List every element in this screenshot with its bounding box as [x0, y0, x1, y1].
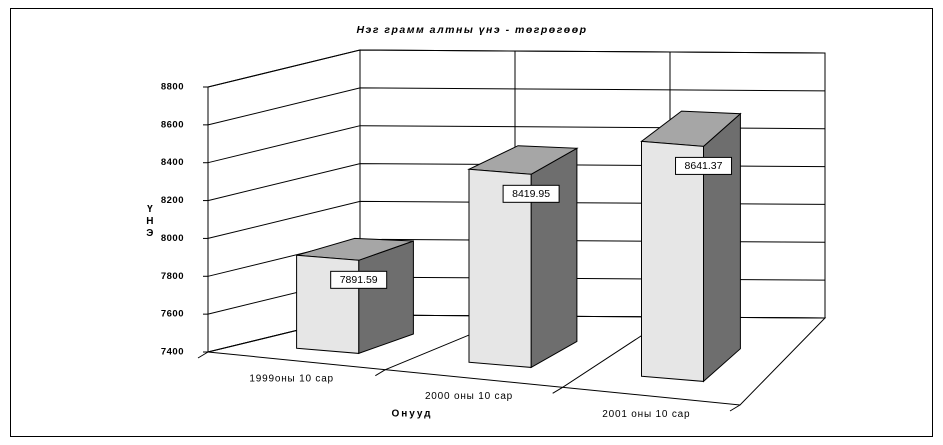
- x-tick: [197, 351, 209, 359]
- y-axis-label: ҮНЭ: [144, 204, 155, 240]
- x-tick: [375, 369, 386, 377]
- value-label: 8641.37: [685, 160, 723, 172]
- bar-front: [641, 140, 704, 382]
- bar-side: [530, 147, 578, 369]
- value-label-box: [502, 184, 560, 203]
- value-label: 8419.95: [512, 188, 550, 200]
- y-tick-label: 8000: [161, 233, 184, 244]
- y-tick-label: 8600: [161, 119, 184, 130]
- value-label: 7891.59: [340, 274, 378, 286]
- y-tick-label: 8800: [161, 82, 184, 93]
- x-tick: [552, 386, 563, 394]
- x-tick: [729, 404, 741, 412]
- bar-side: [703, 112, 741, 383]
- x-tick-label: 1999оны 10 сар: [249, 373, 334, 384]
- grid-line: [207, 49, 826, 88]
- y-tick-label: 7800: [161, 271, 184, 282]
- grid-line: [207, 87, 826, 126]
- y-tick-label: 7400: [161, 347, 184, 358]
- y-tick-label: 8400: [161, 157, 184, 168]
- bar-front: [468, 168, 532, 368]
- value-label-box: [330, 270, 388, 289]
- x-tick-label: 2001 оны 10 сар: [602, 409, 690, 420]
- value-label-box: [675, 156, 733, 175]
- y-tick-label: 8200: [161, 195, 184, 206]
- bar-front: [296, 254, 360, 354]
- chart-title: Нэг грамм алтны үнэ - төгрөгөөр: [356, 24, 587, 36]
- y-tick-label: 7600: [161, 309, 184, 320]
- x-axis-label: Онууд: [391, 409, 432, 420]
- x-tick-label: 2000 оны 10 сар: [425, 391, 513, 402]
